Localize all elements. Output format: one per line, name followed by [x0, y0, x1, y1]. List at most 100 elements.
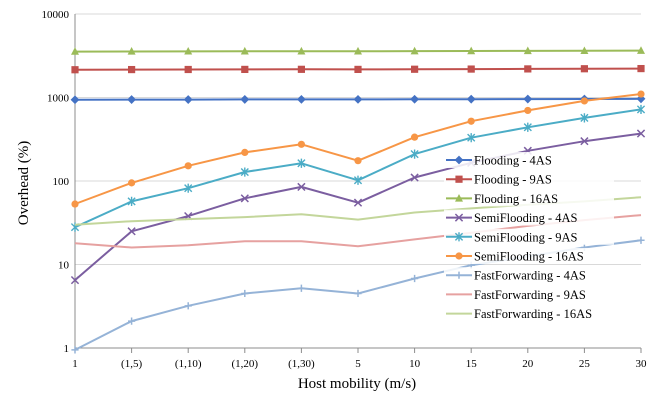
data-point-flooding-9as — [354, 65, 362, 74]
data-point-flooding-9as — [467, 65, 475, 73]
legend-item-flooding-9as: Flooding - 9AS — [444, 171, 614, 188]
data-point-flooding-4as — [636, 94, 646, 104]
data-point-flooding-16as — [523, 46, 532, 55]
data-point-flooding-16as — [127, 47, 136, 55]
data-point-semiflooding-9as — [580, 113, 589, 123]
data-point-flooding-16as — [410, 46, 419, 55]
data-point-flooding-4as — [353, 94, 363, 104]
data-point-flooding-16as — [240, 46, 249, 55]
x-tick-label: 30 — [636, 358, 648, 370]
data-point-semiflooding-4as — [636, 129, 646, 138]
legend-label-flooding-9as: Flooding - 9AS — [474, 173, 552, 187]
data-point-flooding-4as — [466, 94, 476, 104]
x-tick-label: (1,10) — [175, 358, 202, 370]
data-point-flooding-16as — [297, 46, 306, 55]
data-point-semiflooding-9as — [240, 167, 249, 177]
legend-label-flooding-4as: Flooding - 4AS — [474, 154, 552, 168]
x-tick-label: 20 — [522, 358, 534, 370]
data-point-semiflooding-4as — [410, 173, 419, 182]
legend-item-background — [444, 267, 614, 284]
x-tick-label: 10 — [409, 358, 421, 370]
data-point-semiflooding-4as — [297, 182, 306, 192]
legend-item-background — [444, 152, 614, 168]
data-point-semiflooding-16as — [637, 90, 645, 98]
data-point-flooding-4as — [127, 95, 136, 104]
legend-item-background — [444, 248, 614, 264]
data-point-flooding-16as — [354, 46, 362, 55]
data-point-semiflooding-9as — [297, 158, 306, 168]
data-point-semiflooding-16as — [354, 157, 362, 165]
legend-label-fastforwarding-9as: FastForwarding - 9AS — [474, 288, 586, 302]
series-semiflooding-16as — [71, 90, 645, 208]
y-tick-label-10000: 10000 — [42, 9, 70, 21]
data-point-flooding-9as — [580, 65, 588, 73]
legend-label-semiflooding-9as: SemiFlooding - 9AS — [474, 230, 578, 244]
legend-item-semiflooding-4as: SemiFlooding - 4AS — [444, 209, 614, 226]
data-point-flooding-16as — [71, 47, 79, 55]
y-tick-label-10: 10 — [58, 260, 70, 272]
data-point-flooding-9as — [184, 65, 192, 74]
data-point-flooding-9as — [71, 66, 79, 74]
data-point-flooding-9as — [411, 65, 419, 73]
data-point-semiflooding-9as — [127, 196, 136, 206]
legend-label-semiflooding-4as: SemiFlooding - 4AS — [474, 211, 578, 225]
data-point-flooding-16as — [637, 46, 645, 54]
series-line-semiflooding-16as — [74, 93, 642, 205]
series-flooding-9as — [71, 64, 645, 74]
legend-marker-flooding-16as — [455, 194, 463, 202]
data-point-flooding-16as — [580, 46, 589, 55]
data-point-flooding-9as — [297, 65, 305, 73]
legend-marker-semiflooding-9as — [454, 232, 464, 242]
data-point-semiflooding-4as — [70, 275, 80, 285]
legend-item-semiflooding-9as: SemiFlooding - 9AS — [444, 228, 614, 245]
data-point-fastforwarding-4as — [297, 284, 305, 292]
data-point-semiflooding-9as — [467, 133, 476, 143]
legend-marker-fastforwarding-4as — [455, 271, 463, 279]
data-point-fastforwarding-4as — [354, 289, 362, 298]
x-tick-label: (1,30) — [288, 358, 315, 370]
x-tick-label: 15 — [466, 358, 478, 370]
data-point-semiflooding-9as — [523, 122, 532, 132]
legend-label-fastforwarding-16as: FastForwarding - 16AS — [474, 307, 592, 321]
legend-marker-semiflooding-16as — [455, 252, 463, 260]
data-point-semiflooding-16as — [241, 148, 249, 157]
tick-labels: 1 10 100 1000 10000 1 (1,5) (1,10) (1,20) (1,30) 5… — [42, 9, 648, 370]
data-point-semiflooding-9as — [353, 175, 363, 185]
legend-item-background — [444, 190, 614, 207]
data-point-flooding-9as — [637, 64, 645, 73]
data-point-flooding-16as — [184, 46, 193, 55]
data-point-semiflooding-16as — [71, 200, 79, 208]
data-point-semiflooding-9as — [636, 104, 646, 115]
data-point-fastforwarding-4as — [128, 317, 136, 325]
data-point-semiflooding-16as — [580, 97, 589, 105]
y-tick-label-100: 100 — [53, 176, 70, 188]
legend-label-semiflooding-16as: SemiFlooding - 16AS — [474, 250, 584, 264]
data-point-semiflooding-4as — [353, 198, 363, 207]
data-point-semiflooding-9as — [410, 149, 419, 159]
series-semiflooding-9as — [70, 104, 646, 232]
x-tick-label: 5 — [355, 358, 361, 370]
legend-item-background — [444, 305, 614, 322]
legend-item-fastforwarding-9as: FastForwarding - 9AS — [444, 286, 614, 303]
data-point-flooding-4as — [240, 95, 250, 104]
x-tick-label: (1,20) — [232, 358, 259, 370]
data-point-flooding-9as — [128, 65, 136, 74]
data-point-flooding-9as — [241, 65, 249, 74]
data-point-semiflooding-16as — [184, 162, 192, 170]
x-tick-label: (1,5) — [121, 358, 142, 370]
data-point-flooding-4as — [410, 94, 419, 104]
legend-marker-flooding-4as — [454, 155, 464, 165]
legend-label-fastforwarding-4as: FastForwarding - 4AS — [474, 269, 586, 283]
data-point-flooding-4as — [70, 95, 80, 105]
series-flooding-16as — [71, 46, 645, 55]
legend: Flooding - 4AS Flooding - 9AS Flooding - 1… — [444, 152, 614, 322]
series-line-semiflooding-9as — [74, 108, 642, 229]
data-point-semiflooding-4as — [240, 194, 249, 203]
y-tick-label-1: 1 — [64, 343, 70, 355]
data-point-semiflooding-16as — [297, 140, 305, 148]
legend-item-semiflooding-16as: SemiFlooding - 16AS — [444, 248, 614, 264]
data-point-semiflooding-4as — [127, 227, 136, 236]
data-point-fastforwarding-4as — [637, 236, 645, 244]
x-axis-label: Host mobility (m/s) — [298, 376, 416, 392]
data-point-semiflooding-16as — [467, 117, 475, 125]
